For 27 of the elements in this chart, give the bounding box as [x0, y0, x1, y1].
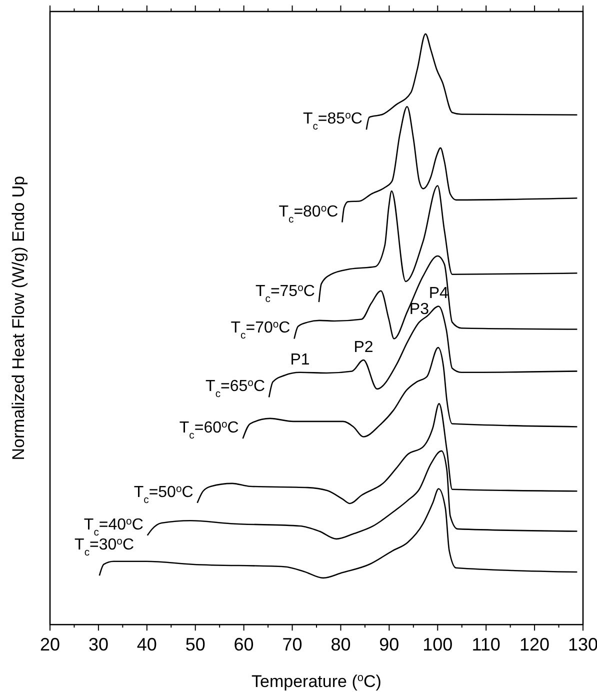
series-label: T$_{c}$=65$^{o}$C	[206, 378, 266, 400]
annotation: P1	[290, 351, 310, 368]
series-label: T$_{c}$=60$^{o}$C	[179, 419, 239, 442]
x-tick-label: 60	[234, 634, 254, 655]
series-label: T$_{c}$=50$^{o}$C	[134, 483, 194, 506]
x-tick-label: 50	[185, 634, 206, 655]
annotation: P3	[409, 301, 430, 318]
series-label: T$_{c}$=85$^{o}$C	[302, 110, 362, 132]
series-label: T$_{c}$=40$^{o}$C	[84, 516, 144, 538]
series-label: T$_{c}$=70$^{o}$C	[230, 319, 290, 342]
x-tick-label: 110	[472, 634, 500, 655]
x-tick-label: 100	[422, 634, 453, 655]
series-label: T$_{c}$=80$^{o}$C	[278, 202, 338, 225]
x-tick-label: 80	[330, 634, 351, 655]
series-label: T$_{c}$=30$^{o}$C	[74, 536, 134, 558]
x-tick-label: 130	[568, 634, 597, 655]
series-label: T$_{c}$=75$^{o}$C	[255, 282, 315, 305]
annotation: P4	[428, 285, 448, 302]
x-tick-label: 30	[88, 634, 108, 655]
x-tick-label: 40	[136, 634, 157, 655]
x-axis-title: Temperature ($^{o}$C)	[252, 672, 382, 691]
x-tick-label: 120	[520, 634, 550, 655]
x-tick-label: 70	[282, 634, 302, 655]
annotation: P2	[354, 338, 374, 356]
x-tick-label: 90	[379, 634, 400, 655]
x-tick-label: 20	[40, 634, 60, 655]
y-axis-title: Normalized Heat Flow (W/g) Endo Up	[9, 176, 28, 460]
